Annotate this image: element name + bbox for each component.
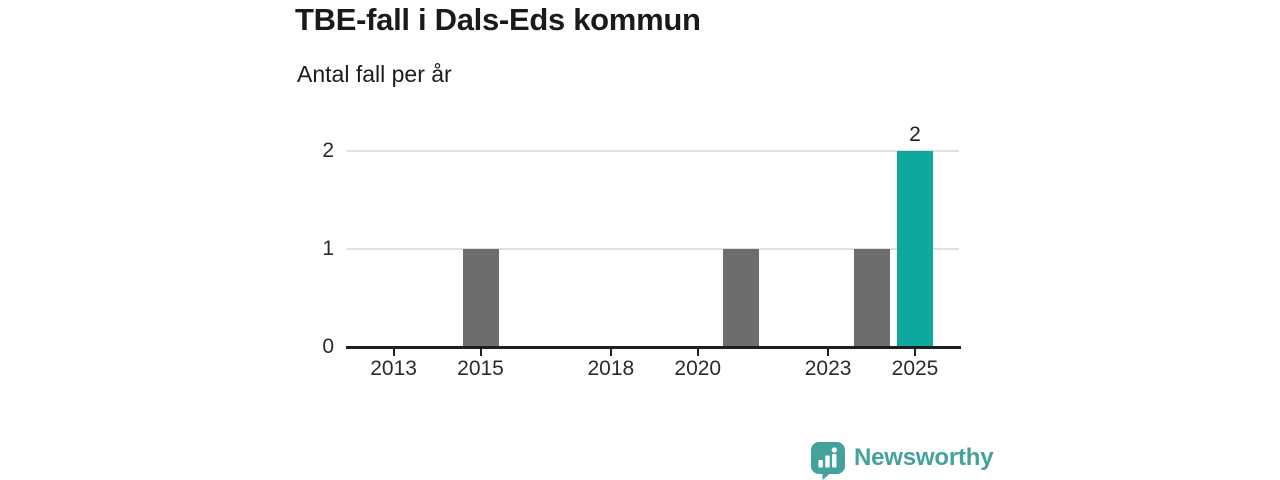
newsworthy-logo: Newsworthy: [811, 442, 994, 480]
x-tick-label-2023: 2023: [804, 357, 852, 380]
gridline-y-2: [346, 150, 959, 152]
y-tick-label-0: 0: [322, 335, 334, 358]
bar-value-label-2025: 2: [909, 123, 921, 146]
chart-title: TBE-fall i Dals-Eds kommun: [295, 2, 701, 37]
x-tick-label-2018: 2018: [587, 357, 635, 380]
x-tick-2015: [479, 348, 482, 356]
x-tick-2025: [914, 348, 916, 356]
bar-chart-speech-bubble-icon: [811, 442, 845, 480]
chart-subtitle: Antal fall per år: [297, 61, 452, 87]
x-tick-2020: [696, 348, 699, 356]
bar-highlight-2025: [897, 151, 933, 347]
y-tick-label-1: 1: [322, 237, 334, 260]
x-tick-2018: [609, 348, 612, 356]
newsworthy-logo-text: Newsworthy: [854, 444, 994, 471]
x-tick-2023: [827, 348, 830, 356]
gridline-y-1: [346, 248, 959, 250]
x-tick-2013: [392, 348, 395, 356]
bar-2021: [723, 249, 760, 347]
y-tick-label-2: 2: [322, 139, 334, 162]
bar-2024: [853, 249, 890, 347]
x-tick-label-2015: 2015: [457, 357, 504, 380]
x-tick-label-2013: 2013: [370, 357, 417, 380]
x-tick-label-2025: 2025: [891, 357, 939, 380]
bar-2015: [462, 249, 499, 347]
x-tick-label-2020: 2020: [674, 357, 722, 380]
x-axis-line: [346, 345, 961, 349]
